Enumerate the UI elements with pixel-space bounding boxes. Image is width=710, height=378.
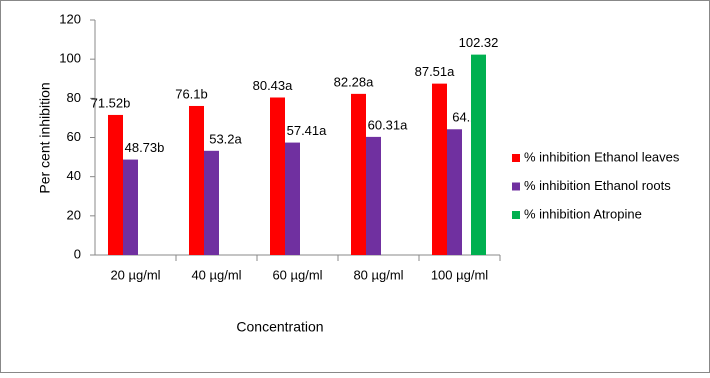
bar [123, 159, 138, 255]
data-label: 60.31a [368, 117, 409, 132]
x-axis-title: Concentration [236, 319, 323, 335]
legend-label: % inhibition Ethanol leaves [524, 149, 680, 164]
data-label: 80.43a [253, 78, 294, 93]
data-label: 48.73b [125, 140, 165, 155]
data-label: 87.51a [415, 64, 456, 79]
data-label: 82.28a [334, 74, 375, 89]
bar [447, 129, 462, 255]
x-tick-label: 20 µg/ml [110, 267, 160, 282]
y-tick-label: 60 [67, 129, 81, 144]
bar [270, 97, 285, 256]
data-label: 53.2a [209, 131, 242, 146]
bar [351, 93, 366, 255]
bar [471, 54, 486, 255]
legend-swatch [512, 154, 520, 162]
bar [108, 114, 123, 255]
bar [189, 105, 204, 256]
bar [432, 83, 447, 255]
x-tick-label: 80 µg/ml [353, 267, 403, 282]
legend-label: % inhibition Atropine [524, 206, 642, 221]
y-tick-label: 40 [67, 168, 81, 183]
x-tick-label: 40 µg/ml [191, 267, 241, 282]
legend-label: % inhibition Ethanol roots [524, 178, 671, 193]
bar [204, 150, 219, 255]
y-tick-label: 0 [74, 246, 81, 261]
y-tick-label: 120 [59, 11, 81, 26]
y-tick-label: 100 [59, 51, 81, 66]
y-tick-label: 80 [67, 90, 81, 105]
bar [285, 142, 300, 255]
data-label: 57.41a [287, 123, 328, 138]
legend-swatch [512, 182, 520, 191]
data-label: 76.1b [175, 86, 208, 101]
x-tick-label: 100 µg/ml [431, 267, 488, 282]
data-label: 71.52b [91, 95, 131, 110]
data-label: 102.32 [459, 35, 499, 50]
y-tick-label: 20 [67, 207, 81, 222]
bar [366, 136, 381, 255]
x-tick-label: 60 µg/ml [272, 267, 322, 282]
legend-swatch [512, 211, 520, 219]
y-axis-title: Per cent inhibition [37, 82, 53, 193]
